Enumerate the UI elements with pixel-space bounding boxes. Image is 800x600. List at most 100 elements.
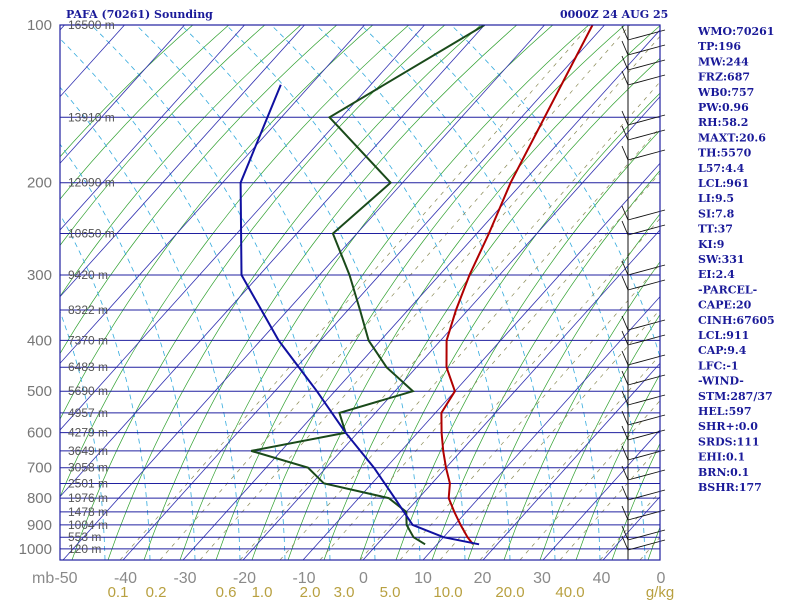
mixing-ratio-line	[359, 217, 660, 560]
temperature-tick: 20	[474, 570, 492, 587]
mixing-ratio-label: 1.0	[252, 584, 273, 600]
moist-adiabat	[60, 38, 286, 560]
isotherm	[422, 296, 660, 560]
index-item: STM:287/37	[698, 390, 773, 403]
isotherm	[60, 25, 185, 164]
height-label: 3649 m	[68, 444, 108, 458]
wind-barb	[627, 414, 666, 426]
mixing-ratio-line	[479, 354, 660, 560]
mixing-ratio-label: 20.0	[495, 584, 524, 600]
temperature-tick: -40	[114, 570, 137, 587]
dry-adiabat	[215, 25, 590, 560]
mixing-ratio-line	[399, 263, 660, 560]
moist-adiabat	[60, 143, 196, 560]
temperature-tick: -10	[292, 570, 315, 587]
pressure-label: 1000	[19, 541, 52, 558]
wind-barb-flag	[621, 125, 629, 141]
pressure-label: 800	[27, 490, 52, 507]
wind-barb-flag	[621, 55, 629, 71]
wind-barb-flag	[621, 445, 629, 461]
index-item: KI:9	[698, 238, 724, 251]
height-label: 12090 m	[68, 176, 115, 190]
pressure-label: 100	[27, 17, 52, 34]
isotherm	[182, 29, 660, 560]
dry-adiabat	[60, 25, 338, 355]
wind-barb-flag	[621, 485, 629, 501]
wind-barb	[627, 44, 666, 56]
index-item: HEL:597	[698, 405, 752, 418]
mixing-ratio-line	[559, 445, 660, 560]
wind-barb	[627, 449, 666, 461]
index-item: LFC:-1	[698, 359, 739, 372]
mixing-ratio-label: 2.0	[300, 584, 321, 600]
mixing-ratio-line	[279, 126, 660, 560]
dry-adiabat	[431, 170, 660, 560]
index-item: SW:331	[698, 253, 745, 266]
height-label: 1004 m	[68, 518, 108, 532]
dry-adiabat	[60, 25, 230, 200]
pressure-label: 300	[27, 267, 52, 284]
temperature-tick: 0	[657, 570, 666, 587]
wind-barb	[627, 539, 666, 551]
isotherm	[60, 25, 65, 31]
isotherm	[0, 25, 5, 560]
height-label: 120 m	[68, 542, 101, 556]
mixing-ratio-label: 3.0	[334, 584, 355, 600]
indices-panel: WMO:70261 TP:196 MW:244 FRZ:687 WB0:757 PW:0.…	[697, 25, 775, 494]
moist-adiabat	[60, 213, 151, 560]
mixing-ratio-line	[199, 35, 660, 560]
sounding-line-0	[440, 25, 594, 545]
moist-adiabat	[360, 25, 601, 560]
mixing-ratio-line	[119, 25, 591, 560]
dry-adiabat	[60, 25, 194, 158]
temperature-tick: 40	[593, 570, 611, 587]
pressure-label: 200	[27, 175, 52, 192]
wind-barb-flag	[621, 275, 629, 291]
dry-adiabat	[395, 129, 660, 560]
isotherm	[62, 25, 545, 560]
isotherm	[302, 162, 660, 560]
index-item: WB0:757	[697, 86, 754, 99]
wind-barb	[627, 279, 666, 291]
index-item: SI:7.8	[698, 207, 735, 220]
moist-adiabat	[90, 25, 331, 560]
height-label: 1976 m	[68, 491, 108, 505]
pressure-label: 500	[27, 383, 52, 400]
dry-adiabat	[179, 25, 554, 560]
wind-barb-flag	[621, 410, 629, 426]
index-item: BSHR:177	[698, 481, 762, 494]
height-label: 10650 m	[68, 226, 115, 240]
mixing-ratio-line	[439, 309, 660, 560]
height-label: 16500 m	[68, 18, 115, 32]
temperature-tick: 30	[533, 570, 551, 587]
wind-barb-flag	[621, 145, 629, 161]
mixing-ratio-label: 0.2	[146, 584, 167, 600]
index-item: SRDS:111	[698, 435, 760, 448]
dry-adiabat	[611, 442, 660, 560]
dry-adiabat	[287, 25, 660, 560]
wind-barb	[627, 319, 666, 331]
index-item: LI:9.5	[698, 192, 734, 205]
height-label: 13910 m	[68, 110, 115, 124]
wind-barb	[627, 509, 666, 521]
isotherm	[122, 25, 605, 560]
wind-barb	[627, 114, 666, 126]
dry-adiabat	[467, 213, 660, 560]
wind-barb-flag	[621, 40, 629, 56]
mixing-ratio-line	[159, 25, 631, 560]
isotherm	[60, 25, 245, 231]
chart-time: 0000Z 24 AUG 25	[560, 8, 668, 21]
wind-barb-flag	[621, 525, 629, 541]
isotherm	[242, 96, 660, 560]
wind-barb-flag	[621, 350, 629, 366]
wind-barb	[627, 129, 666, 141]
height-label: 4957 m	[68, 406, 108, 420]
mixing-ratio-line	[239, 81, 660, 560]
wind-barb	[627, 224, 666, 236]
dry-adiabat	[539, 314, 660, 560]
moist-adiabat	[405, 25, 646, 560]
index-item: TP:196	[698, 40, 741, 53]
index-item: TH:5570	[698, 147, 752, 160]
isotherm	[482, 362, 660, 560]
